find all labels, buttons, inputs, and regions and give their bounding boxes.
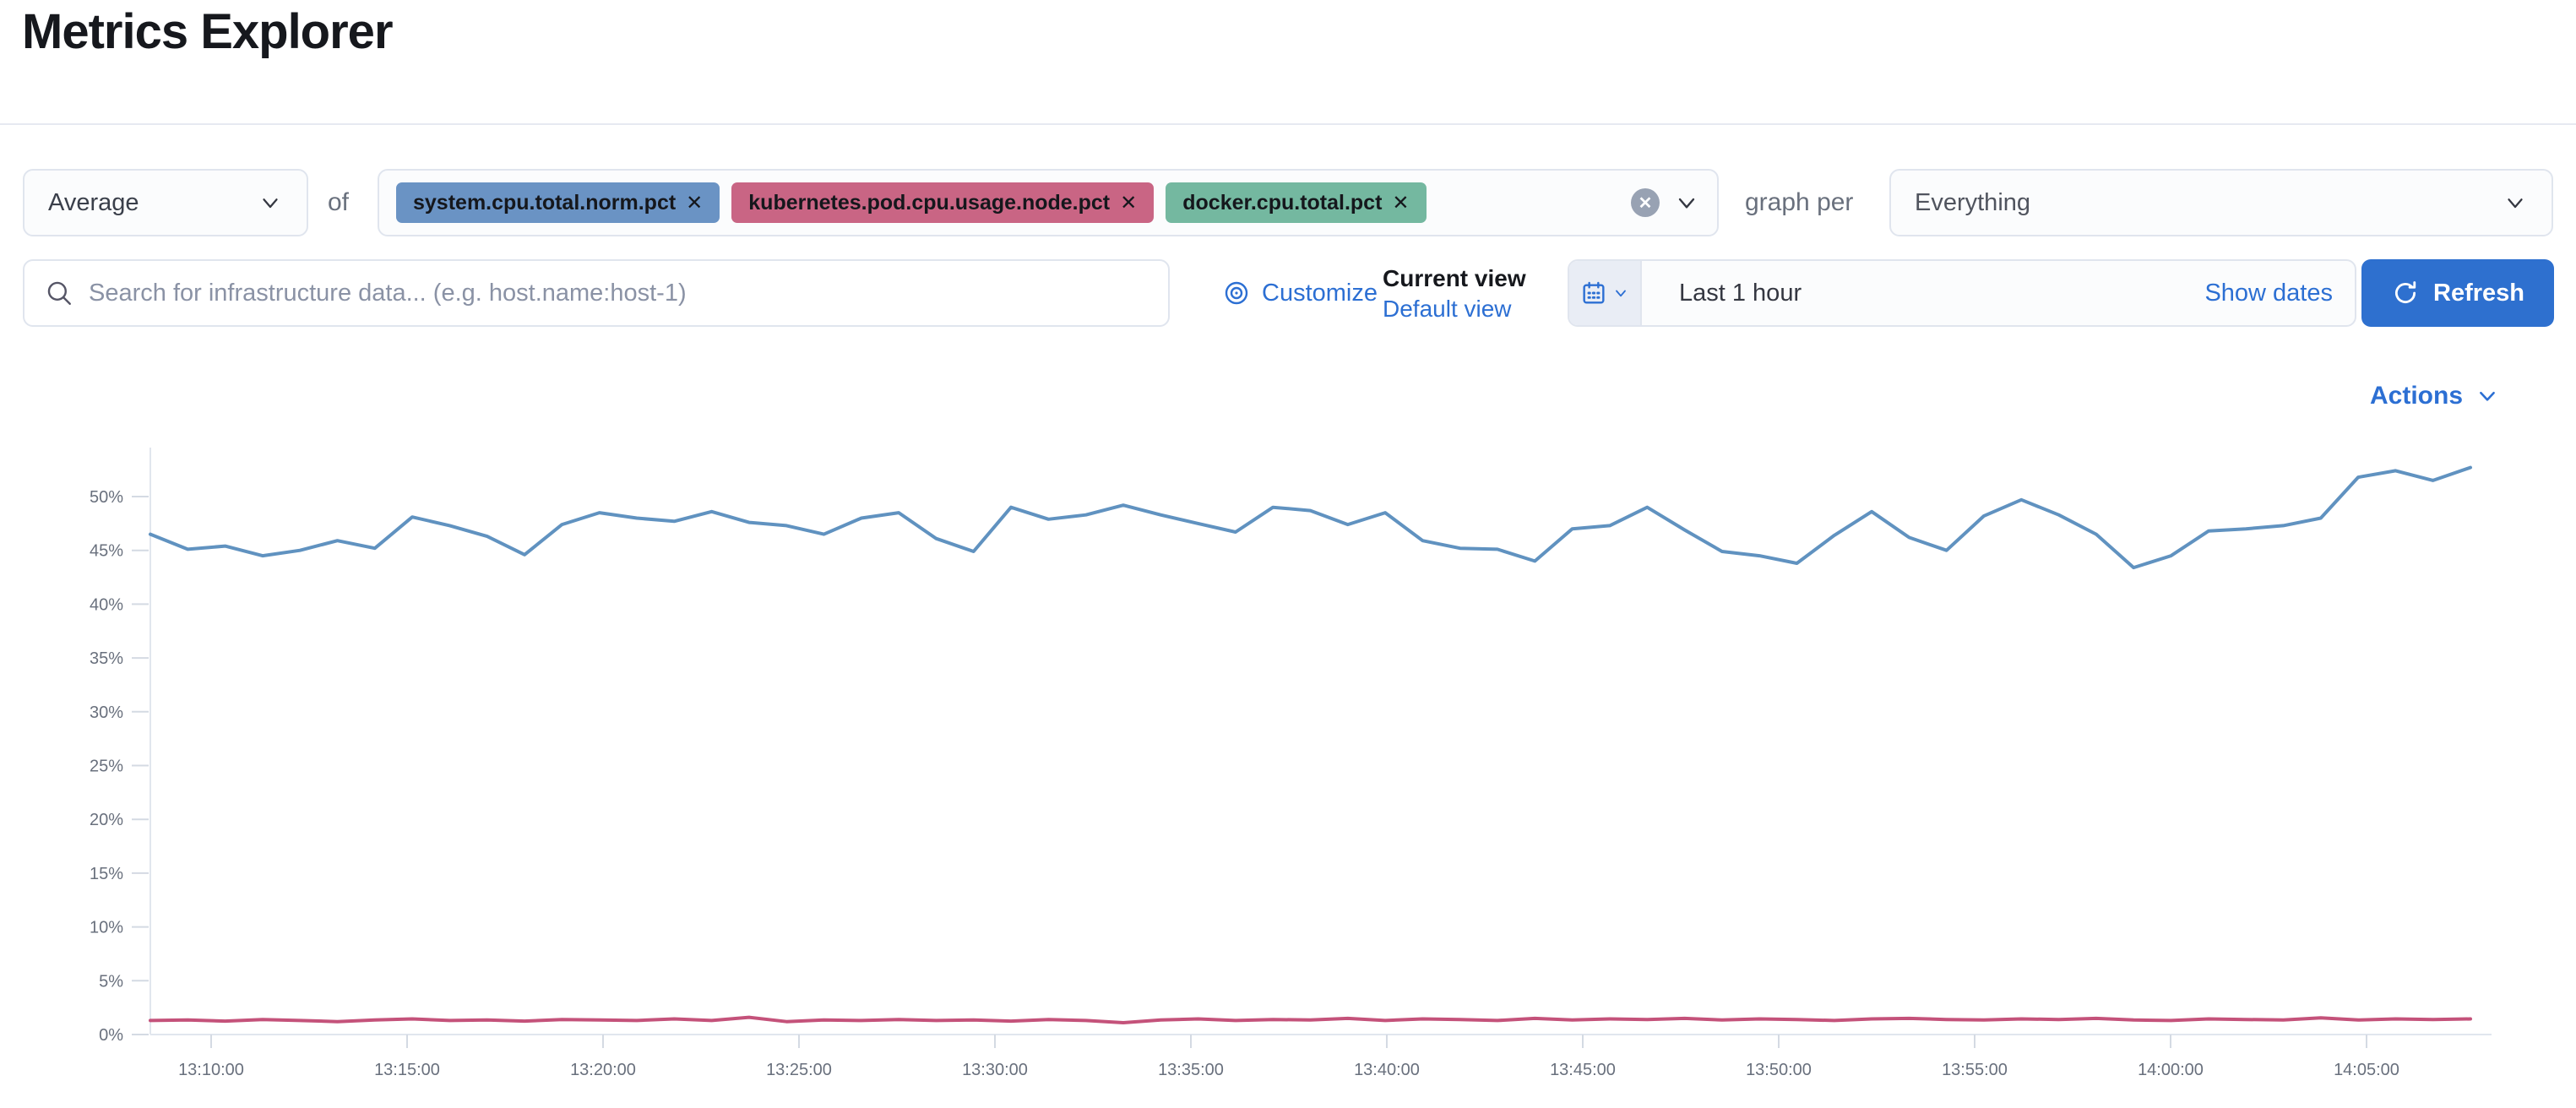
chevron-down-icon — [258, 190, 283, 215]
metric-tag[interactable]: kubernetes.pod.cpu.usage.node.pct ✕ — [731, 182, 1155, 223]
y-tick-label: 40% — [90, 595, 123, 614]
view-block: Current view Default view — [1383, 263, 1526, 324]
x-tick-label: 14:05:00 — [2334, 1061, 2399, 1079]
calendar-icon — [1580, 280, 1607, 307]
actions-menu-button[interactable]: Actions — [2370, 382, 2498, 410]
metrics-combobox-chips: system.cpu.total.norm.pct ✕ kubernetes.pod… — [396, 182, 1631, 223]
x-tick-label: 13:45:00 — [1550, 1061, 1616, 1079]
search-bar — [23, 259, 1170, 327]
remove-metric-icon[interactable]: ✕ — [686, 191, 704, 215]
refresh-icon — [2391, 279, 2420, 307]
current-view-label: Current view — [1383, 265, 1526, 291]
x-tick-label: 14:00:00 — [2138, 1061, 2204, 1079]
x-tick-label: 13:20:00 — [570, 1061, 636, 1079]
chevron-down-icon[interactable] — [1673, 189, 1700, 216]
metric-tag-label: kubernetes.pod.cpu.usage.node.pct — [748, 190, 1111, 215]
y-tick-label: 0% — [99, 1026, 123, 1045]
remove-metric-icon[interactable]: ✕ — [1120, 191, 1138, 215]
y-tick-label: 30% — [90, 703, 123, 722]
y-tick-label: 25% — [90, 758, 123, 776]
default-view-link[interactable]: Default view — [1383, 296, 1512, 322]
page-title: Metrics Explorer — [22, 4, 394, 59]
quick-select-button[interactable] — [1569, 261, 1642, 325]
x-tick-label: 13:55:00 — [1942, 1061, 2008, 1079]
search-input[interactable] — [89, 279, 1148, 307]
chevron-down-icon — [1612, 285, 1629, 301]
x-tick-label: 13:50:00 — [1746, 1061, 1812, 1079]
header-divider — [0, 123, 2576, 125]
customize-button[interactable]: Customize — [1223, 259, 1378, 327]
y-tick-label: 10% — [90, 919, 123, 937]
x-tick-label: 13:40:00 — [1354, 1061, 1420, 1079]
series-line-series_pink — [149, 1015, 2472, 1024]
chevron-down-icon — [2476, 385, 2498, 407]
clear-selection-button[interactable]: ✕ — [1631, 188, 1660, 217]
y-tick-label: 50% — [90, 488, 123, 507]
actions-label: Actions — [2370, 382, 2464, 410]
metric-tag[interactable]: docker.cpu.total.pct ✕ — [1166, 182, 1427, 223]
date-picker: Last 1 hour Show dates — [1568, 259, 2356, 327]
x-tick-label: 13:10:00 — [178, 1061, 244, 1079]
metrics-combobox[interactable]: system.cpu.total.norm.pct ✕ kubernetes.pod… — [378, 169, 1719, 236]
x-tick-label: 13:15:00 — [374, 1061, 440, 1079]
customize-icon — [1223, 280, 1250, 307]
group-by-select[interactable]: Everything — [1889, 169, 2553, 236]
x-tick-label: 13:35:00 — [1158, 1061, 1224, 1079]
y-tick-label: 20% — [90, 811, 123, 829]
x-tick-label: 13:30:00 — [962, 1061, 1028, 1079]
aggregation-value: Average — [48, 188, 139, 216]
series-line-series_blue — [149, 465, 2472, 570]
of-label: of — [328, 188, 350, 216]
group-by-value: Everything — [1915, 188, 2031, 216]
refresh-button[interactable]: Refresh — [2361, 259, 2554, 327]
show-dates-button[interactable]: Show dates — [2204, 279, 2333, 307]
metrics-chart[interactable]: 0% 5% 10% 15% 20% 25% 30% 35% 40% 45% 50% 13:10:00 1… — [0, 422, 2576, 1108]
metric-tag-label: system.cpu.total.norm.pct — [413, 190, 677, 215]
refresh-label: Refresh — [2433, 279, 2524, 307]
customize-label: Customize — [1262, 279, 1378, 307]
graph-per-label: graph per — [1745, 188, 1854, 216]
y-tick-label: 45% — [90, 542, 123, 561]
search-icon — [45, 279, 73, 307]
chevron-down-icon — [2503, 190, 2528, 215]
metric-tag-label: docker.cpu.total.pct — [1182, 190, 1383, 215]
y-tick-label: 15% — [90, 865, 123, 883]
y-tick-label: 35% — [90, 649, 123, 668]
metric-tag[interactable]: system.cpu.total.norm.pct ✕ — [396, 182, 720, 223]
remove-metric-icon[interactable]: ✕ — [1392, 191, 1410, 215]
x-tick-label: 13:25:00 — [766, 1061, 832, 1079]
y-tick-label: 5% — [99, 972, 123, 991]
time-range-value[interactable]: Last 1 hour — [1679, 279, 1802, 307]
aggregation-select[interactable]: Average — [23, 169, 308, 236]
